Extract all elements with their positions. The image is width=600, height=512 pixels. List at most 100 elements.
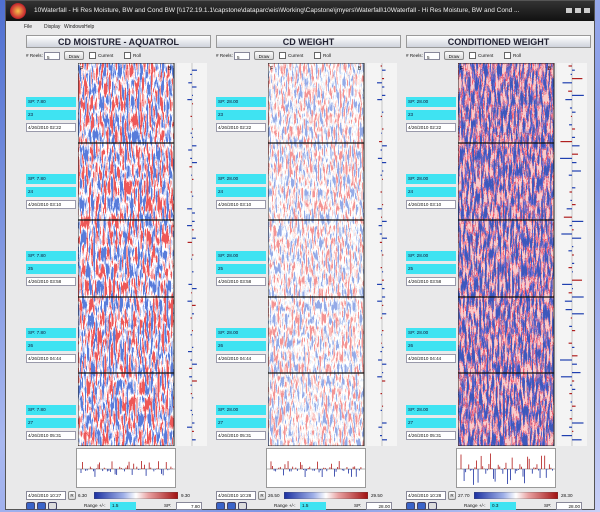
range-input[interactable]: 1.5: [110, 502, 136, 510]
reels-label: # Reels:: [26, 51, 44, 60]
reel-number: 25: [26, 264, 76, 274]
roll-checkbox[interactable]: [124, 52, 131, 59]
current-label: Current: [478, 51, 502, 60]
reel-time: 4/26/2010 03:58: [406, 277, 456, 286]
scale-min: 6.30: [78, 491, 94, 500]
desktop: {"window":{"title":"10Waterfall - Hi Res…: [0, 0, 600, 512]
setpoint-label: SP: 28.00: [216, 328, 266, 338]
reel-number: 24: [406, 187, 456, 197]
current-checkbox[interactable]: [89, 52, 96, 59]
reel-number: 26: [26, 341, 76, 351]
reels-label: # Reels:: [406, 51, 424, 60]
range-input[interactable]: 0.3: [490, 502, 516, 510]
reel-time: 4/26/2010 04:44: [26, 354, 76, 363]
app-icon: [10, 3, 26, 19]
nav-button[interactable]: [417, 502, 426, 510]
panel-title: CD MOISTURE - AQUATROL: [26, 35, 211, 48]
nav-button[interactable]: [428, 502, 437, 510]
trend-plot: [266, 448, 366, 488]
reel-time: 4/26/2010 02:22: [216, 123, 266, 132]
panel-title: CD WEIGHT: [216, 35, 401, 48]
current-checkbox[interactable]: [279, 52, 286, 59]
nav-button[interactable]: [48, 502, 57, 510]
scale-max: 29.50: [371, 491, 391, 500]
reel-time: 4/26/2010 04:44: [216, 354, 266, 363]
roll-checkbox[interactable]: [314, 52, 321, 59]
nav-button[interactable]: [406, 502, 415, 510]
setpoint-label: SP: 28.00: [406, 97, 456, 107]
refresh-button[interactable]: R: [258, 491, 266, 500]
sp-label: SP:: [164, 501, 174, 510]
reel-number: 27: [26, 418, 76, 428]
timestamp: 4/26/2010 10:28: [406, 491, 446, 500]
reel-time: 4/26/2010 03:58: [26, 277, 76, 286]
draw-button[interactable]: Draw: [444, 51, 464, 60]
draw-button[interactable]: Draw: [254, 51, 274, 60]
window-control[interactable]: [575, 8, 581, 13]
setpoint-label: SP: 28.00: [406, 328, 456, 338]
reel-time: 4/26/2010 04:44: [406, 354, 456, 363]
timestamp: 4/26/2010 10:28: [216, 491, 256, 500]
nav-button[interactable]: [26, 502, 35, 510]
title-bar: 10Waterfall - Hi Res Moisture, BW and Co…: [6, 1, 594, 21]
reel-time: 4/26/2010 03:10: [216, 200, 266, 209]
reels-label: # Reels:: [216, 51, 234, 60]
setpoint-label: SP: 28.00: [216, 174, 266, 184]
menu-item[interactable]: Help: [84, 24, 104, 32]
roll-label: Roll: [133, 51, 153, 60]
reel-time: 4/26/2010 05:31: [26, 431, 76, 440]
setpoint-label: SP: 7.80: [26, 251, 76, 261]
scale-min: 26.50: [268, 491, 284, 500]
reels-input[interactable]: 5: [234, 52, 250, 60]
menu-item[interactable]: Windows: [64, 24, 84, 32]
nav-button[interactable]: [216, 502, 225, 510]
range-input[interactable]: 1.5: [300, 502, 326, 510]
reel-number: 24: [26, 187, 76, 197]
setpoint-label: SP: 28.00: [216, 97, 266, 107]
heatmap: [458, 63, 554, 446]
sp-label: SP:: [354, 501, 364, 510]
refresh-button[interactable]: R: [68, 491, 76, 500]
roll-label: Roll: [513, 51, 533, 60]
reel-number: 25: [406, 264, 456, 274]
nav-button[interactable]: [238, 502, 247, 510]
reel-number: 25: [216, 264, 266, 274]
reel-time: 4/26/2010 05:31: [216, 431, 266, 440]
window-control[interactable]: [566, 8, 572, 13]
current-checkbox[interactable]: [469, 52, 476, 59]
refresh-button[interactable]: R: [448, 491, 456, 500]
reel-number: 23: [406, 110, 456, 120]
reels-input[interactable]: 5: [44, 52, 60, 60]
reel-number: 23: [26, 110, 76, 120]
roll-checkbox[interactable]: [504, 52, 511, 59]
range-label: Range +/-:: [84, 501, 110, 510]
reel-number: 26: [216, 341, 266, 351]
reel-number: 27: [216, 418, 266, 428]
roll-label: Roll: [323, 51, 343, 60]
nav-button[interactable]: [227, 502, 236, 510]
front-label: F: [270, 66, 273, 72]
menu-item[interactable]: Display: [44, 24, 64, 32]
reels-input[interactable]: 5: [424, 52, 440, 60]
draw-button[interactable]: Draw: [64, 51, 84, 60]
nav-button[interactable]: [37, 502, 46, 510]
app-window: 10Waterfall - Hi Res Moisture, BW and Co…: [5, 0, 595, 510]
front-label: F: [80, 66, 83, 72]
setpoint-label: SP: 7.80: [26, 174, 76, 184]
color-scale-bar: [94, 492, 178, 499]
setpoint-label: SP: 7.80: [26, 405, 76, 415]
panel-title: CONDITIONED WEIGHT: [406, 35, 591, 48]
color-scale: [474, 492, 558, 499]
current-label: Current: [98, 51, 122, 60]
menu-item[interactable]: File: [24, 24, 44, 32]
heatmap: [268, 63, 364, 446]
sp-input: 28.00: [556, 502, 582, 510]
reel-time: 4/26/2010 03:10: [406, 200, 456, 209]
sp-input: 28.00: [366, 502, 392, 510]
reel-time: 4/26/2010 03:10: [26, 200, 76, 209]
setpoint-label: SP: 28.00: [216, 251, 266, 261]
window-control[interactable]: [584, 8, 590, 13]
timestamp: 4/26/2010 10:27: [26, 491, 66, 500]
